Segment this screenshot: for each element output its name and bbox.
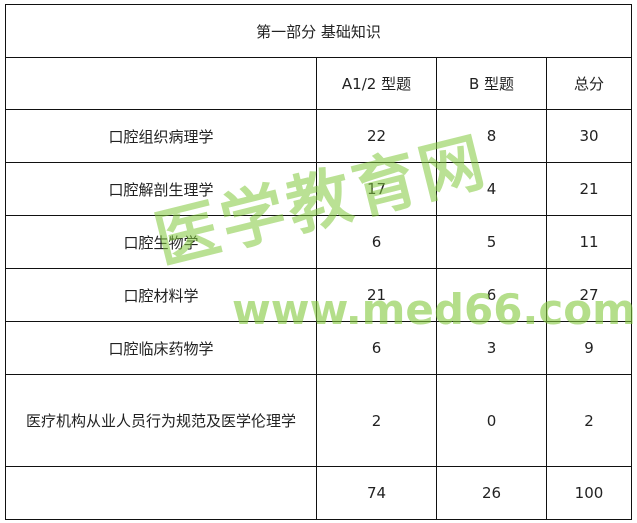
table-row: 口腔临床药物学 6 3 9 [5, 321, 632, 375]
table-row: 医疗机构从业人员行为规范及医学伦理学 2 0 2 [5, 374, 632, 467]
subject-cell: 口腔临床药物学 [5, 321, 317, 375]
total-cell: 30 [546, 109, 632, 163]
table-row: 口腔解剖生理学 17 4 21 [5, 162, 632, 216]
total-cell: 2 [546, 374, 632, 467]
total-cell: 11 [546, 215, 632, 269]
table-row: 口腔材料学 21 6 27 [5, 268, 632, 322]
a12-cell: 17 [316, 162, 437, 216]
b-cell: 3 [436, 321, 547, 375]
header-b: B 型题 [436, 57, 547, 110]
sum-a12-cell: 74 [316, 466, 437, 520]
a12-cell: 22 [316, 109, 437, 163]
header-a12: A1/2 型题 [316, 57, 437, 110]
total-cell: 21 [546, 162, 632, 216]
total-cell: 9 [546, 321, 632, 375]
sum-total-cell: 100 [546, 466, 632, 520]
header-row: A1/2 型题 B 型题 总分 [5, 57, 632, 110]
table-row: 口腔组织病理学 22 8 30 [5, 109, 632, 163]
subject-cell: 医疗机构从业人员行为规范及医学伦理学 [5, 374, 317, 467]
subject-cell: 口腔生物学 [5, 215, 317, 269]
b-cell: 4 [436, 162, 547, 216]
sum-subject-cell [5, 466, 317, 520]
header-subject [5, 57, 317, 110]
sum-b-cell: 26 [436, 466, 547, 520]
b-cell: 6 [436, 268, 547, 322]
b-cell: 5 [436, 215, 547, 269]
header-total: 总分 [546, 57, 632, 110]
a12-cell: 21 [316, 268, 437, 322]
subject-cell: 口腔组织病理学 [5, 109, 317, 163]
sum-row: 74 26 100 [5, 466, 632, 520]
table-title: 第一部分 基础知识 [5, 4, 632, 58]
a12-cell: 2 [316, 374, 437, 467]
watermark-url: www.med66.com [232, 285, 636, 334]
table-row: 口腔生物学 6 5 11 [5, 215, 632, 269]
subject-cell: 口腔材料学 [5, 268, 317, 322]
b-cell: 0 [436, 374, 547, 467]
subject-cell: 口腔解剖生理学 [5, 162, 317, 216]
score-table: 第一部分 基础知识 A1/2 型题 B 型题 总分 口腔组织病理学 22 8 3… [5, 4, 632, 520]
